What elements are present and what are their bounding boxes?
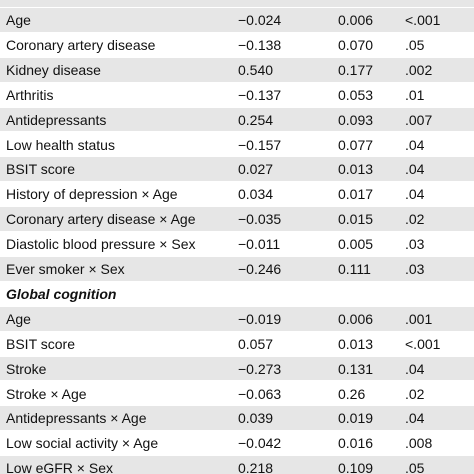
cell-value: 0.013: [338, 335, 374, 352]
cell-value: −0.157: [238, 136, 282, 153]
cell-value: 0.034: [238, 186, 274, 203]
cell-value: −0.273: [238, 360, 282, 377]
cell-value: 0.019: [338, 410, 374, 427]
cell-value: .04: [405, 360, 425, 377]
cell-value: 0.053: [338, 86, 374, 103]
cell-value: .02: [405, 385, 425, 402]
cell-value: .04: [405, 410, 425, 427]
cell-value: .04: [405, 161, 425, 178]
cell-value: <.001: [405, 335, 441, 352]
row-label: Age: [6, 12, 31, 28]
cell-value: −0.042: [238, 435, 282, 452]
cell-value: −0.011: [238, 236, 281, 253]
cell-value: −0.019: [238, 310, 282, 327]
table-row: [0, 83, 474, 107]
cell-value: .04: [405, 186, 425, 203]
cell-value: 0.039: [238, 410, 274, 427]
row-label: Low health status: [6, 136, 115, 153]
table-row: [0, 306, 474, 331]
cell-value: .03: [405, 236, 425, 253]
table-row: [0, 8, 474, 32]
cell-value: 0.177: [338, 61, 374, 78]
cell-value: <.001: [405, 12, 441, 28]
cell-value: 0.093: [338, 111, 374, 128]
row-label: History of depression × Age: [6, 186, 178, 203]
table-row: [0, 57, 474, 82]
table-row: [0, 356, 474, 381]
cell-value: .03: [405, 261, 425, 277]
cell-value: .001: [405, 310, 433, 327]
row-label: BSIT score: [6, 335, 75, 352]
row-label: Age: [6, 310, 31, 327]
cell-value: 0.006: [338, 12, 374, 28]
cell-value: 0.218: [238, 460, 274, 474]
table-row: [0, 107, 474, 132]
cell-value: −0.137: [238, 86, 282, 103]
cell-value: 0.26: [338, 385, 366, 402]
cell-value: 0.254: [238, 111, 274, 128]
cell-value: 0.109: [338, 460, 374, 474]
row-label: Low eGFR × Sex: [6, 460, 113, 474]
cell-value: 0.077: [338, 136, 374, 153]
cell-value: .05: [405, 36, 425, 53]
row-label: Arthritis: [6, 86, 54, 103]
row-label: Stroke × Age: [6, 385, 87, 402]
row-label: Ever smoker × Sex: [6, 261, 125, 277]
cell-value: 0.013: [338, 161, 374, 178]
cell-value: −0.035: [238, 211, 282, 228]
cell-value: .007: [405, 111, 433, 128]
cell-value: 0.540: [238, 61, 274, 78]
cell-value: 0.005: [338, 236, 374, 253]
row-label: Coronary artery disease: [6, 36, 156, 53]
cell-value: .02: [405, 211, 425, 228]
cell-value: .002: [405, 61, 433, 78]
cell-value: .008: [405, 435, 433, 452]
cell-value: .04: [405, 136, 425, 153]
row-label: Low social activity × Age: [6, 435, 159, 452]
table-row: [0, 257, 474, 281]
section-header: Global cognition: [6, 285, 117, 302]
row-label: Kidney disease: [6, 61, 101, 78]
cell-value: 0.070: [338, 36, 374, 53]
cell-value: −0.138: [238, 36, 282, 53]
table-row: [0, 207, 474, 232]
table-row: [0, 406, 474, 431]
table-row: [0, 456, 474, 474]
cell-value: 0.016: [338, 435, 374, 452]
cell-value: 0.015: [338, 211, 374, 228]
cell-value: −0.246: [238, 261, 282, 277]
row-label: Diastolic blood pressure × Sex: [6, 236, 196, 253]
cell-value: .05: [405, 460, 425, 474]
cell-value: 0.006: [338, 310, 374, 327]
cell-value: .01: [405, 86, 425, 103]
row-label: Stroke: [6, 360, 47, 377]
cell-value: 0.027: [238, 161, 274, 178]
row-label: Coronary artery disease × Age: [6, 211, 196, 228]
top-band: [0, 0, 474, 7]
row-label: Antidepressants: [6, 111, 107, 128]
row-label: Antidepressants × Age: [6, 410, 147, 427]
cell-value: 0.111: [338, 261, 371, 277]
cell-value: −0.063: [238, 385, 282, 402]
row-label: BSIT score: [6, 161, 75, 178]
cell-value: 0.131: [338, 360, 374, 377]
cell-value: 0.017: [338, 186, 374, 203]
cell-value: −0.024: [238, 12, 282, 28]
table-row: [0, 157, 474, 182]
cell-value: 0.057: [238, 335, 274, 352]
